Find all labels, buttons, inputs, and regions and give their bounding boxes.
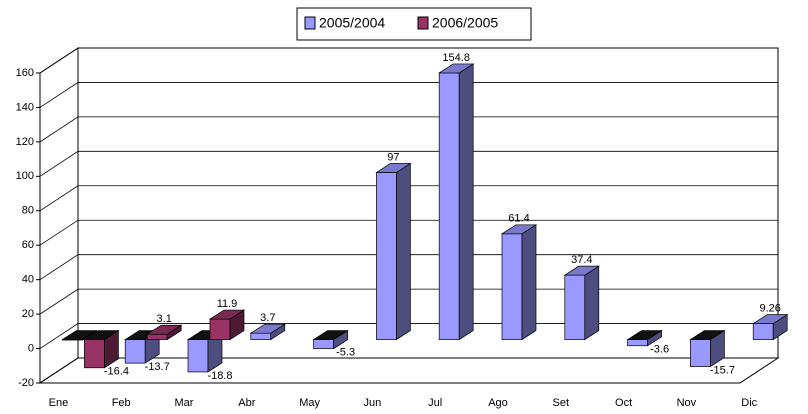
bar-top xyxy=(626,330,663,340)
x-tick-label: Nov xyxy=(677,397,697,409)
bar-side xyxy=(458,63,474,341)
x-tick-label: Ene xyxy=(49,397,69,409)
value-label: 11.9 xyxy=(217,298,238,310)
bar xyxy=(61,329,98,341)
grid-line xyxy=(39,219,778,246)
bar-front xyxy=(752,323,774,340)
legend-label: 2005/2004 xyxy=(319,15,385,31)
bar-front xyxy=(124,339,146,364)
value-label: -16.4 xyxy=(104,366,129,378)
bar-front xyxy=(84,339,105,369)
bar-side xyxy=(584,265,600,341)
bar-top xyxy=(208,309,246,320)
value-label: -3.6 xyxy=(650,344,669,356)
y-tick-label: 120 xyxy=(16,136,34,148)
value-label: 97 xyxy=(387,151,399,163)
bar xyxy=(626,329,663,347)
bar xyxy=(312,329,349,350)
bar-top xyxy=(312,330,349,340)
y-tick-label: 40 xyxy=(22,274,34,286)
y-tick-label: 20 xyxy=(22,308,34,320)
x-tick-label: Jun xyxy=(364,397,382,409)
legend-swatch xyxy=(304,16,316,30)
bar-front xyxy=(209,318,231,340)
value-label: 3.1 xyxy=(157,313,172,325)
x-tick-label: May xyxy=(299,397,320,409)
x-tick-label: Oct xyxy=(615,397,632,409)
value-label: -5.3 xyxy=(336,347,355,359)
bar-top xyxy=(752,314,789,324)
value-label: 3.7 xyxy=(260,312,275,324)
grid-line xyxy=(39,150,778,177)
x-tick-label: Ago xyxy=(488,397,508,409)
bar-front xyxy=(501,233,523,340)
value-label: 61.4 xyxy=(508,213,529,225)
grid-line xyxy=(39,254,778,281)
legend-box xyxy=(296,7,532,41)
y-tick-label: 160 xyxy=(16,67,34,79)
bar-front xyxy=(376,172,397,340)
y-tick-label: 60 xyxy=(22,239,34,251)
bar xyxy=(438,63,475,341)
bar-front xyxy=(313,339,334,350)
grid-line xyxy=(39,288,778,315)
x-tick-label: Feb xyxy=(112,397,131,409)
bar-front xyxy=(250,332,272,340)
value-label: -18.8 xyxy=(207,370,232,382)
grid-line xyxy=(39,82,778,108)
bar-front xyxy=(146,333,168,340)
x-tick-label: Set xyxy=(553,397,570,409)
x-tick-label: Mar xyxy=(175,397,194,409)
y-tick-label: -20 xyxy=(18,377,34,389)
y-tick-label: 100 xyxy=(16,170,34,182)
y-tick-label: 0 xyxy=(28,342,34,354)
bar-front xyxy=(438,72,460,340)
bar-top xyxy=(83,330,120,340)
value-label: -15.7 xyxy=(710,365,735,377)
bar xyxy=(83,329,120,369)
value-label: 37.4 xyxy=(571,254,592,266)
bar-front xyxy=(564,274,586,340)
legend-swatch xyxy=(417,16,429,30)
bar xyxy=(500,224,538,341)
grid-line xyxy=(39,357,778,384)
y-tick-label: 140 xyxy=(16,101,34,113)
value-label: 9.26 xyxy=(759,303,780,315)
bar-top xyxy=(146,324,183,335)
x-tick-label: Dic xyxy=(741,397,757,409)
bar-top xyxy=(563,265,600,276)
side-wall xyxy=(39,47,79,384)
bar-side xyxy=(521,224,537,341)
bar-top xyxy=(375,163,412,173)
back-wall xyxy=(77,47,779,359)
bar-top xyxy=(500,224,538,235)
grid-line xyxy=(39,47,778,74)
bar-front xyxy=(187,339,209,373)
bar-top xyxy=(61,330,98,340)
bar-front xyxy=(690,339,711,367)
legend-label: 2006/2005 xyxy=(432,15,498,31)
grid-line xyxy=(39,323,778,349)
bar-side xyxy=(396,162,411,341)
y-tick-label: 80 xyxy=(22,205,34,217)
bar xyxy=(752,313,789,341)
bar-top xyxy=(249,323,286,334)
grid-line xyxy=(39,116,778,143)
bar xyxy=(208,309,246,341)
bar xyxy=(146,324,183,341)
bar xyxy=(375,162,412,341)
bar xyxy=(563,265,600,341)
bar-top xyxy=(689,330,726,340)
bar xyxy=(249,323,286,341)
bar-front xyxy=(627,339,648,347)
grid-line xyxy=(39,185,778,212)
bar xyxy=(689,329,726,368)
value-label: 154.8 xyxy=(442,52,470,64)
x-tick-label: Abr xyxy=(238,397,255,409)
x-tick-label: Jul xyxy=(428,397,442,409)
bar-top xyxy=(438,63,475,74)
value-label: -13.7 xyxy=(145,361,170,373)
